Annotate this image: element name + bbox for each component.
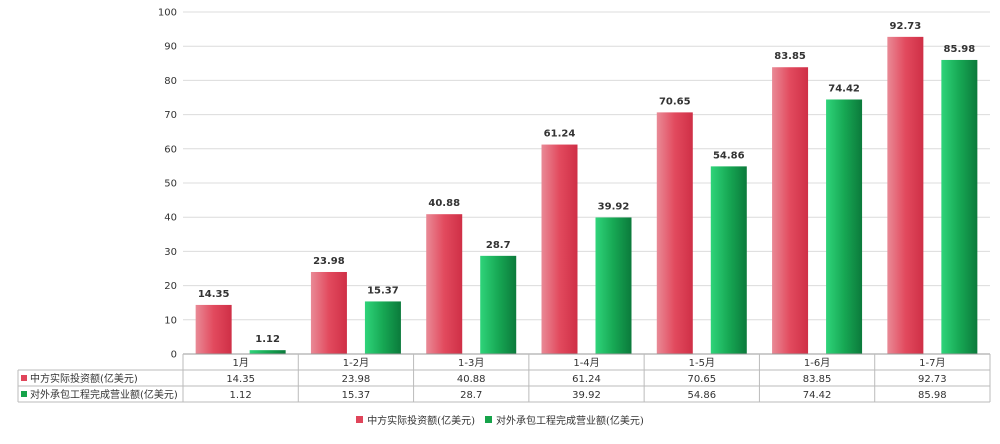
y-tick-label: 50 <box>164 179 177 190</box>
bar-2 <box>364 301 401 354</box>
data-label: 61.24 <box>544 129 576 140</box>
y-tick-label: 80 <box>164 76 177 87</box>
table-cell: 70.65 <box>687 374 716 385</box>
table-cell: 39.92 <box>572 390 601 401</box>
y-tick-label: 90 <box>164 42 177 53</box>
y-tick-label: 10 <box>164 315 177 326</box>
data-label: 74.42 <box>828 83 860 94</box>
legend-swatch-series-2 <box>485 416 492 423</box>
table-cell: 74.42 <box>803 390 832 401</box>
bar-2 <box>480 255 517 354</box>
data-label: 70.65 <box>659 96 691 107</box>
data-label: 54.86 <box>713 150 745 161</box>
x-tick-label: 1-6月 <box>804 357 830 369</box>
y-tick-label: 30 <box>164 247 177 258</box>
data-label: 14.35 <box>198 289 230 300</box>
table-cell: 92.73 <box>918 374 947 385</box>
table-legend-key <box>21 375 27 381</box>
table-cell: 28.7 <box>460 390 482 401</box>
table-cell: 85.98 <box>918 390 947 401</box>
table-cell: 15.37 <box>342 390 371 401</box>
bar-1 <box>426 214 463 354</box>
data-label: 39.92 <box>598 201 630 212</box>
table-cell: 40.88 <box>457 374 486 385</box>
y-tick-label: 0 <box>171 350 177 361</box>
bar-1 <box>887 36 924 354</box>
bar-2 <box>595 217 632 354</box>
data-label: 1.12 <box>255 334 280 345</box>
bar-1 <box>541 144 578 354</box>
legend: 中方实际投资额(亿美元) 对外承包工程完成营业额(亿美元) <box>0 412 1000 427</box>
data-label: 28.7 <box>486 240 511 251</box>
x-tick-label: 1月 <box>232 357 248 369</box>
bar-1 <box>195 304 232 354</box>
bar-1 <box>772 67 809 354</box>
bar-1 <box>310 271 347 354</box>
x-tick-label: 1-3月 <box>458 357 484 369</box>
table-cell: 14.35 <box>226 374 255 385</box>
data-label: 85.98 <box>944 44 976 55</box>
table-cell: 83.85 <box>803 374 832 385</box>
legend-label-series-2: 对外承包工程完成营业额(亿美元) <box>496 416 644 427</box>
bar-2 <box>826 99 863 354</box>
y-tick-label: 40 <box>164 213 177 224</box>
bar-2 <box>249 350 286 354</box>
bar-1 <box>656 112 693 354</box>
legend-swatch-series-1 <box>356 416 364 423</box>
data-label: 40.88 <box>428 198 460 209</box>
data-label: 83.85 <box>774 51 806 62</box>
legend-item-series-2: 对外承包工程完成营业额(亿美元) <box>485 412 644 427</box>
y-tick-label: 20 <box>164 281 177 292</box>
table-cell: 23.98 <box>342 374 371 385</box>
legend-label-series-1: 中方实际投资额(亿美元) <box>367 416 475 427</box>
table-legend-key <box>21 391 27 397</box>
x-tick-label: 1-7月 <box>919 357 945 369</box>
table-row-header: 中方实际投资额(亿美元) <box>30 372 138 385</box>
bar-2 <box>941 59 978 355</box>
bar-2 <box>710 166 747 354</box>
table-row-header: 对外承包工程完成营业额(亿美元) <box>30 388 178 401</box>
y-tick-label: 60 <box>164 144 177 155</box>
y-tick-label: 100 <box>158 8 177 19</box>
table-cell: 1.12 <box>230 390 252 401</box>
legend-item-series-1: 中方实际投资额(亿美元) <box>356 412 475 427</box>
data-label: 92.73 <box>890 21 922 32</box>
x-tick-label: 1-4月 <box>573 357 599 369</box>
data-label: 23.98 <box>313 256 345 267</box>
x-tick-label: 1-2月 <box>343 357 369 369</box>
data-label: 15.37 <box>367 285 399 296</box>
table-cell: 61.24 <box>572 374 601 385</box>
y-tick-label: 70 <box>164 110 177 121</box>
x-tick-label: 1-5月 <box>689 357 715 369</box>
table-cell: 54.86 <box>687 390 716 401</box>
